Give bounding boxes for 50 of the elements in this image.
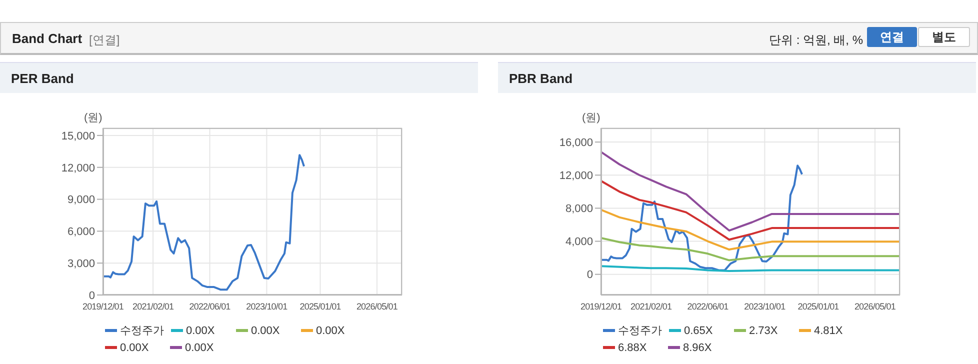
line-series <box>601 180 900 241</box>
legend-label: 6.88X <box>618 342 647 354</box>
line-series <box>601 164 804 272</box>
text: Band Chart <box>12 31 82 46</box>
legend-label: 0.00X <box>120 342 149 354</box>
x-tick-label: 2023/10/01 <box>744 301 786 312</box>
legend-label: 8.96X <box>683 342 712 354</box>
y-tick-label: 6,000 <box>67 226 95 238</box>
legend-label: 0.00X <box>251 324 280 336</box>
y-tick-label: 0 <box>88 290 95 302</box>
x-tick-label: 2022/06/01 <box>189 301 231 312</box>
line-series <box>103 154 306 291</box>
legend-label: 0.65X <box>684 324 713 336</box>
x-tick-label: 2022/06/01 <box>687 301 729 312</box>
x-tick-label: 2025/01/01 <box>300 301 342 312</box>
text: 별도 <box>918 27 970 47</box>
x-tick-label: 2026/05/01 <box>854 301 896 312</box>
legend-label: 0.00X <box>185 342 214 354</box>
x-tick-label: 2025/01/01 <box>798 301 840 312</box>
y-tick-label: 9,000 <box>67 194 95 206</box>
y-axis-title: (원) <box>84 111 102 125</box>
y-tick-label: 15,000 <box>61 130 95 142</box>
legend-label: 수정주가 <box>618 324 662 338</box>
y-tick-label: 0 <box>586 269 593 282</box>
x-tick-label: 2023/10/01 <box>246 301 288 312</box>
legend-label: 수정주가 <box>120 324 164 338</box>
y-tick-label: 8,000 <box>565 203 593 216</box>
line-series <box>601 150 900 232</box>
legend-label: 0.00X <box>316 324 345 336</box>
text: 연결 <box>867 27 917 47</box>
y-tick-label: 12,000 <box>559 170 593 182</box>
legend-label: 2.73X <box>749 324 778 336</box>
y-tick-label: 16,000 <box>559 136 593 149</box>
line-series <box>601 208 900 251</box>
chart-title: PBR Band <box>509 71 573 86</box>
x-tick-label: 2019/12/01 <box>580 301 622 312</box>
chart-title: PER Band <box>11 71 74 86</box>
y-axis-title: (원) <box>582 111 600 125</box>
y-tick-label: 4,000 <box>565 236 593 248</box>
line-series <box>601 236 900 262</box>
text: 단위 : 억원, 배, % <box>769 32 864 49</box>
x-tick-label: 2021/02/01 <box>630 301 672 312</box>
legend-label: 0.00X <box>186 324 215 336</box>
y-tick-label: 3,000 <box>67 258 95 270</box>
legend-label: 4.81X <box>814 324 843 336</box>
x-tick-label: 2026/05/01 <box>356 301 398 312</box>
text: [연결] <box>89 32 120 49</box>
y-tick-label: 12,000 <box>61 162 95 174</box>
x-tick-label: 2019/12/01 <box>82 301 124 312</box>
x-tick-label: 2021/02/01 <box>132 301 174 312</box>
